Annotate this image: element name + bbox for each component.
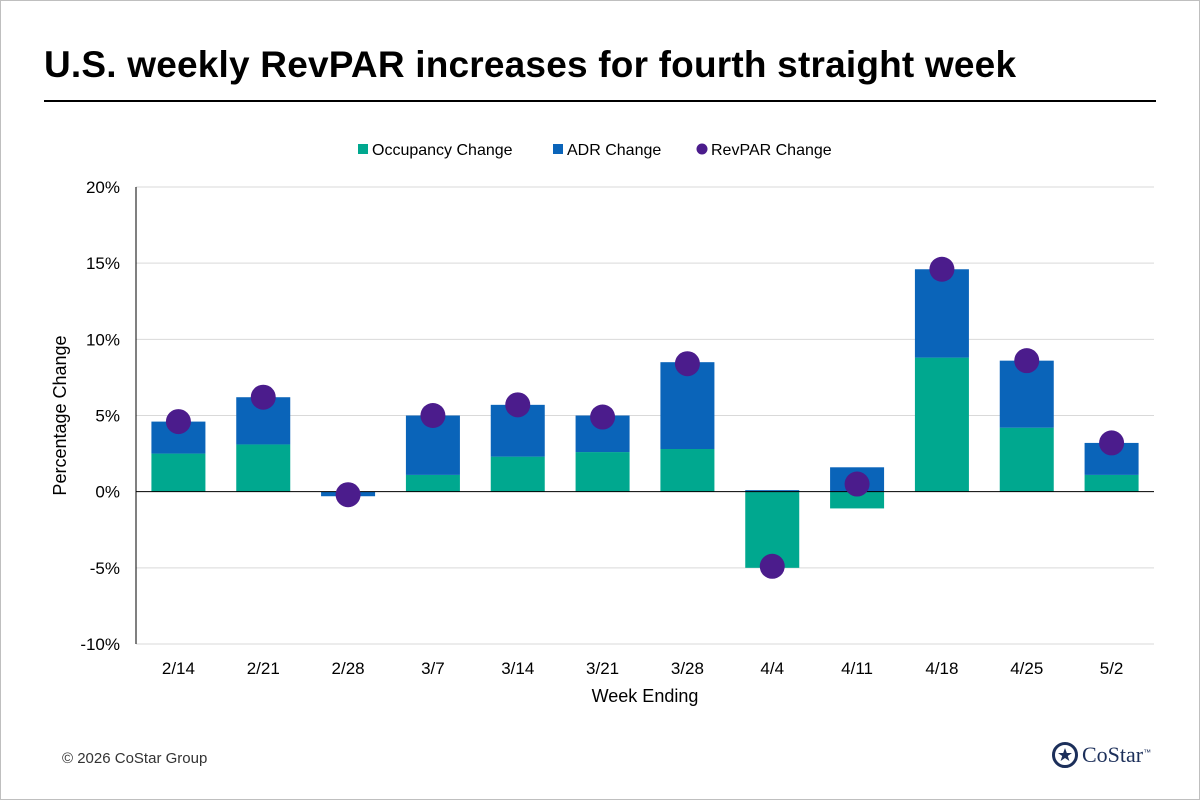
occupancy-bar: [490, 456, 545, 492]
revpar-point: [1099, 430, 1125, 456]
occupancy-bar: [151, 453, 206, 492]
adr-bar: [745, 490, 800, 492]
x-tick-label: 2/21: [247, 659, 280, 678]
revpar-point: [250, 384, 276, 410]
revpar-markers: [165, 256, 1125, 579]
occupancy-bar: [830, 491, 885, 509]
revpar-point: [759, 553, 785, 579]
tick-labels: 20% 15% 10% 5% 0% -5% -10% 2/14 2/21 2/28 3/7 3/14 3…: [50, 178, 1123, 706]
occupancy-bar: [575, 452, 630, 492]
x-tick-label: 4/25: [1010, 659, 1043, 678]
x-tick-label: 3/14: [501, 659, 534, 678]
x-tick-label: 2/14: [162, 659, 195, 678]
y-tick-label: -10%: [80, 635, 120, 654]
y-tick-label: 0%: [95, 483, 120, 502]
x-tick-label: 2/28: [332, 659, 365, 678]
legend: Occupancy Change ADR Change RevPAR Change: [358, 142, 832, 159]
trademark-mark: ™: [1143, 748, 1152, 757]
grid-lines: [136, 186, 1154, 645]
occupancy-bar: [914, 357, 969, 492]
y-tick-label: 10%: [86, 330, 120, 349]
y-tick-label: -5%: [90, 559, 120, 578]
occupancy-bar: [660, 449, 715, 492]
y-tick-label: 15%: [86, 254, 120, 273]
legend-revpar-swatch: [696, 143, 708, 155]
copyright: © 2026 CoStar Group: [62, 750, 208, 767]
revpar-point: [335, 482, 361, 508]
bar-series: [151, 269, 1139, 568]
revpar-point: [420, 403, 446, 428]
revpar-point: [505, 392, 531, 418]
occupancy-bar: [405, 474, 460, 492]
y-tick-label: 20%: [86, 178, 120, 197]
revpar-point: [844, 471, 870, 497]
x-tick-label: 3/21: [586, 659, 619, 678]
title-divider: [44, 100, 1156, 102]
legend-adr-swatch: [553, 144, 563, 154]
occupancy-bar: [1084, 474, 1139, 492]
logo-text: CoStar: [1082, 742, 1144, 767]
x-tick-label: 5/2: [1100, 659, 1124, 678]
page-title: U.S. weekly RevPAR increases for fourth …: [44, 44, 1017, 85]
costar-star-icon: [1052, 742, 1078, 768]
legend-occupancy-label: Occupancy Change: [372, 142, 513, 159]
x-tick-label: 3/28: [671, 659, 704, 678]
axes: [135, 187, 1154, 644]
adr-bar: [660, 362, 715, 450]
occupancy-bar: [999, 427, 1054, 492]
costar-logo: CoStar ™: [1052, 742, 1151, 768]
y-tick-label: 5%: [95, 407, 120, 426]
legend-occupancy-swatch: [358, 144, 368, 154]
x-tick-label: 4/11: [841, 659, 873, 678]
x-tick-label: 4/4: [760, 659, 784, 678]
y-axis-title: Percentage Change: [50, 335, 70, 495]
x-tick-label: 3/7: [421, 659, 445, 678]
x-axis-title: Week Ending: [592, 686, 699, 706]
x-tick-label: 4/18: [925, 659, 958, 678]
revpar-point: [674, 351, 700, 377]
revpar-point: [165, 409, 191, 435]
revpar-point: [590, 404, 616, 430]
occupancy-bar: [236, 444, 291, 492]
revpar-point: [1014, 348, 1040, 374]
legend-adr-label: ADR Change: [567, 142, 661, 159]
revpar-point: [929, 256, 955, 282]
legend-revpar-label: RevPAR Change: [711, 142, 832, 159]
adr-bar: [914, 269, 969, 358]
